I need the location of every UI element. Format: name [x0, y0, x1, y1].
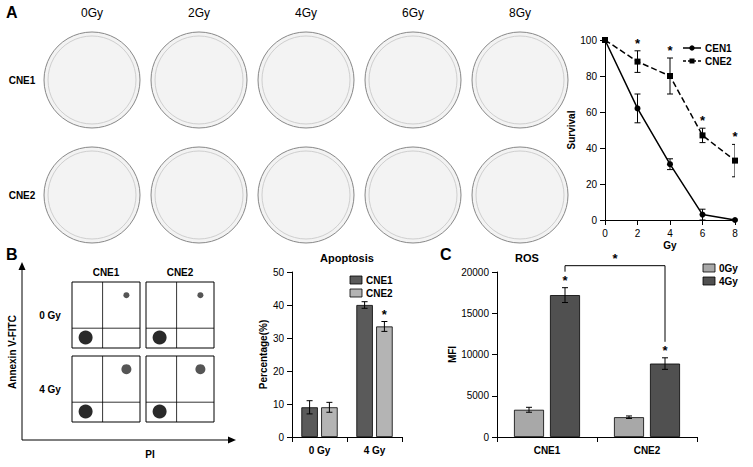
svg-text:Annexin V-FITC: Annexin V-FITC [7, 315, 18, 389]
svg-text:5000: 5000 [467, 390, 490, 401]
svg-text:*: * [635, 36, 641, 51]
svg-text:15000: 15000 [461, 308, 489, 319]
svg-text:10: 10 [273, 399, 285, 410]
svg-text:CNE2: CNE2 [705, 56, 732, 67]
svg-text:*: * [612, 251, 618, 266]
svg-text:CNE2: CNE2 [634, 445, 661, 456]
svg-text:2Gy: 2Gy [188, 6, 210, 20]
svg-text:20: 20 [273, 366, 285, 377]
svg-text:CNE2: CNE2 [9, 190, 36, 201]
svg-text:PI: PI [145, 449, 155, 460]
svg-text:20000: 20000 [461, 267, 489, 278]
svg-text:*: * [382, 307, 388, 322]
svg-text:4 Gy: 4 Gy [39, 384, 61, 395]
svg-text:0: 0 [483, 432, 489, 443]
svg-text:0 Gy: 0 Gy [39, 310, 61, 321]
svg-text:ROS: ROS [515, 252, 539, 264]
svg-text:0: 0 [278, 432, 284, 443]
svg-text:CNE1: CNE1 [366, 275, 393, 286]
svg-text:*: * [662, 343, 668, 358]
svg-text:C: C [440, 246, 452, 263]
svg-text:60: 60 [586, 107, 598, 118]
svg-text:6: 6 [700, 228, 706, 239]
svg-text:4Gy: 4Gy [719, 276, 738, 287]
svg-text:100: 100 [580, 35, 597, 46]
svg-text:0: 0 [591, 215, 597, 226]
svg-text:2: 2 [635, 228, 641, 239]
svg-text:4: 4 [667, 228, 673, 239]
svg-text:CNE1: CNE1 [93, 267, 120, 278]
svg-text:Gy: Gy [663, 240, 677, 251]
svg-text:CEN1: CEN1 [705, 43, 732, 54]
svg-text:20: 20 [586, 179, 598, 190]
svg-text:*: * [667, 43, 673, 58]
svg-text:80: 80 [586, 71, 598, 82]
svg-text:40: 40 [586, 143, 598, 154]
svg-text:0Gy: 0Gy [81, 6, 103, 20]
svg-text:0: 0 [602, 228, 608, 239]
svg-text:*: * [732, 129, 738, 144]
svg-text:8: 8 [732, 228, 738, 239]
svg-text:10000: 10000 [461, 349, 489, 360]
svg-text:0 Gy: 0 Gy [309, 445, 331, 456]
svg-text:MFI: MFI [447, 346, 458, 363]
svg-text:4 Gy: 4 Gy [364, 445, 386, 456]
svg-text:30: 30 [273, 333, 285, 344]
svg-text:*: * [700, 113, 706, 128]
svg-text:50: 50 [273, 267, 285, 278]
svg-text:B: B [6, 246, 18, 263]
svg-text:CNE1: CNE1 [534, 445, 561, 456]
svg-text:4Gy: 4Gy [295, 6, 317, 20]
svg-text:CNE2: CNE2 [366, 288, 393, 299]
svg-text:40: 40 [273, 300, 285, 311]
svg-text:8Gy: 8Gy [509, 6, 531, 20]
svg-text:Percentage(%): Percentage(%) [258, 320, 269, 389]
svg-text:Apoptosis: Apoptosis [320, 252, 374, 264]
svg-text:A: A [6, 4, 18, 21]
svg-text:6Gy: 6Gy [402, 6, 424, 20]
svg-text:Survival: Survival [566, 110, 577, 149]
svg-text:CNE2: CNE2 [167, 267, 194, 278]
svg-text:*: * [562, 273, 568, 288]
svg-text:0Gy: 0Gy [719, 263, 738, 274]
svg-text:CNE1: CNE1 [9, 75, 36, 86]
